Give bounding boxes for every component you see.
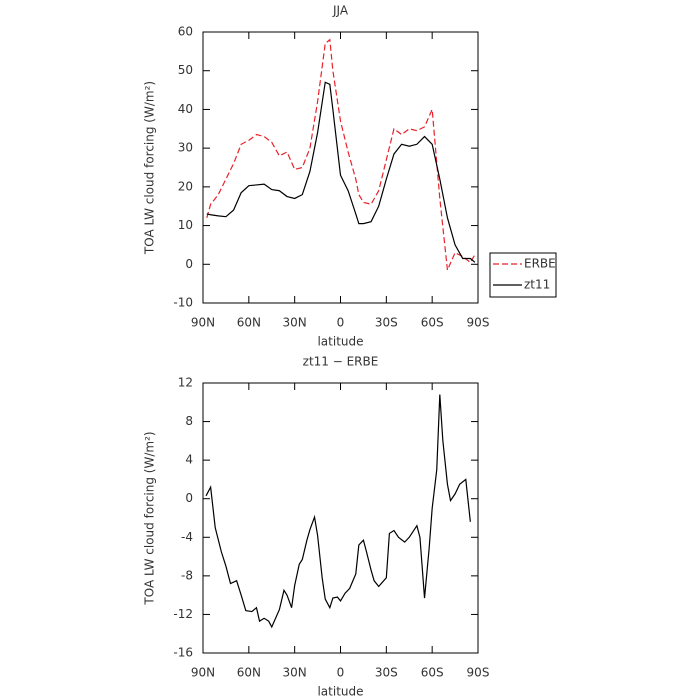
y-axis-label: TOA LW cloud forcing (W/m²) xyxy=(143,431,157,605)
data-line xyxy=(206,38,476,273)
legend-box xyxy=(489,252,557,298)
x-tick-label: 60S xyxy=(421,316,444,330)
y-tick-label: 0 xyxy=(185,491,193,505)
x-tick-label: 60S xyxy=(421,666,444,680)
x-tick-label: 90S xyxy=(467,316,490,330)
x-tick-label: 60N xyxy=(237,316,261,330)
y-tick-label: 8 xyxy=(185,414,193,428)
x-tick-label: 0 xyxy=(337,316,345,330)
y-tick-label: -8 xyxy=(181,568,193,582)
x-tick-label: 30S xyxy=(375,666,398,680)
x-tick-label: 0 xyxy=(337,666,345,680)
x-tick-label: 90S xyxy=(467,666,490,680)
data-line xyxy=(205,394,471,629)
y-tick-label: 60 xyxy=(178,25,193,39)
y-tick-label: 0 xyxy=(185,257,193,271)
y-tick-label: 20 xyxy=(178,179,193,193)
y-tick-label: -12 xyxy=(173,607,193,621)
y-tick-label: -16 xyxy=(173,646,193,660)
y-tick-label: -4 xyxy=(181,530,193,544)
y-tick-label: 50 xyxy=(178,63,193,77)
plot-frame xyxy=(202,31,479,304)
y-tick-label: 10 xyxy=(178,218,193,232)
y-tick-label: 40 xyxy=(178,102,193,116)
data-line xyxy=(206,81,476,263)
y-tick-label: -10 xyxy=(173,296,193,310)
y-tick-label: 12 xyxy=(178,376,193,390)
x-tick-label: 60N xyxy=(237,666,261,680)
y-tick-label: 30 xyxy=(178,141,193,155)
x-tick-label: 30N xyxy=(283,666,307,680)
x-tick-label: 90N xyxy=(191,316,215,330)
y-axis-label: TOA LW cloud forcing (W/m²) xyxy=(143,81,157,255)
y-tick-label: 4 xyxy=(185,453,193,467)
x-tick-label: 30S xyxy=(375,316,398,330)
x-axis-label: latitude xyxy=(317,335,363,349)
legend-label: ERBE xyxy=(524,257,556,271)
chart-title: JJA xyxy=(332,4,349,18)
plot-frame xyxy=(202,382,479,654)
chart-title: zt11 − ERBE xyxy=(303,355,379,369)
legend-label: zt11 xyxy=(524,278,550,292)
x-tick-label: 90N xyxy=(191,666,215,680)
x-tick-label: 30N xyxy=(283,316,307,330)
x-axis-label: latitude xyxy=(317,685,363,699)
